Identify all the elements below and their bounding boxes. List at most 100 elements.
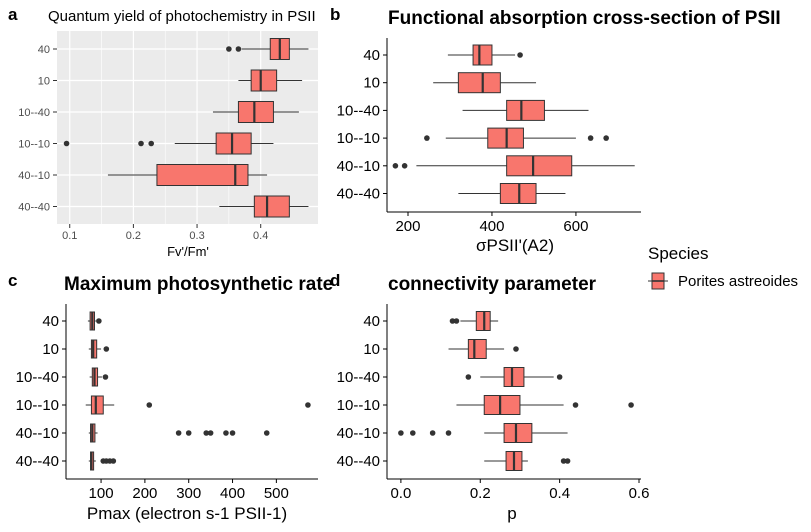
panel-a: a Quantum yield of photochemistry in PSI… [8, 5, 318, 259]
panel-c-title: Maximum photosynthetic rate [64, 274, 333, 295]
box-10--10 [85, 395, 311, 415]
y-tick-label: 40--40 [337, 453, 380, 470]
x-tick-label: 0.6 [629, 485, 650, 502]
box-40--10 [88, 423, 270, 443]
box-40--40 [484, 451, 571, 471]
outlier-point [564, 458, 571, 464]
box-iqr [506, 99, 545, 121]
y-tick-label: 10--40 [337, 102, 380, 119]
panel-c: c Maximum photosynthetic rate Pmax (elec… [8, 271, 333, 523]
x-tick-label: 100 [89, 485, 114, 502]
y-tick-label: 40 [42, 313, 59, 330]
outlier-point [263, 430, 270, 436]
outlier-point [185, 430, 192, 436]
panel-b-title: Functional absorption cross-section of P… [388, 8, 781, 29]
x-tick-label: 200 [395, 218, 420, 235]
outlier-point [513, 346, 519, 352]
y-tick-label: 10--10 [337, 397, 380, 414]
y-tick-label: 40 [363, 313, 380, 330]
y-tick-label: 40--40 [16, 453, 59, 470]
box-iqr [483, 395, 521, 415]
box-40--10 [398, 423, 568, 443]
box-10--40 [212, 101, 299, 123]
outlier-point [203, 430, 210, 436]
outlier-point [235, 46, 242, 52]
box-10 [448, 339, 519, 359]
outlier-point [175, 430, 182, 436]
box-iqr [506, 155, 573, 177]
outlier-point [148, 140, 155, 147]
box-10 [433, 72, 537, 94]
outlier-point [398, 430, 404, 436]
outlier-point [63, 140, 70, 147]
box-10 [238, 69, 303, 92]
x-tick-label: 0.0 [390, 485, 411, 502]
box-40--40 [219, 195, 309, 218]
outlier-point [556, 374, 563, 380]
box-iqr [503, 423, 533, 443]
outlier-point [465, 374, 472, 380]
x-tick-label: 0.4 [253, 230, 268, 242]
box-iqr [503, 367, 525, 387]
x-tick-label: 200 [132, 485, 157, 502]
outlier-point [603, 135, 609, 141]
box-10--10 [424, 127, 609, 149]
box-iqr [156, 164, 249, 186]
outlier-point [572, 402, 579, 408]
outlier-point [409, 430, 416, 436]
outlier-point [449, 318, 456, 324]
x-tick-label: 400 [479, 218, 504, 235]
box-10--10 [63, 132, 274, 155]
box-iqr [90, 395, 104, 415]
panel-a-title: Quantum yield of photochemistry in PSII [48, 8, 316, 25]
x-tick-label: 400 [220, 485, 245, 502]
panel-letter-c: c [8, 271, 17, 290]
legend: Species Porites astreoides [648, 244, 798, 290]
box-40 [87, 311, 102, 331]
box-40 [447, 44, 523, 66]
y-tick-label: 10--40 [18, 107, 50, 119]
box-40--40 [88, 451, 117, 471]
panel-a-x-axis-label: Fv'/Fm' [167, 244, 209, 259]
x-tick-label: 0.4 [549, 485, 570, 502]
x-tick-label: 0.2 [470, 485, 491, 502]
box-iqr [237, 101, 274, 123]
y-tick-label: 10 [42, 341, 59, 358]
outlier-point [392, 163, 399, 169]
box-40--40 [458, 183, 566, 204]
box-40--10 [107, 164, 268, 186]
panel-d-title: connectivity parameter [388, 274, 597, 295]
panel-letter-a: a [8, 5, 18, 24]
panel-d-x-axis-label: p [507, 504, 516, 523]
y-tick-label: 40--10 [18, 170, 50, 182]
outlier-point [207, 430, 214, 436]
y-tick-label: 10--40 [16, 369, 59, 386]
outlier-point [517, 52, 523, 58]
y-tick-label: 10 [363, 341, 380, 358]
legend-item-label: Porites astreoides [678, 273, 798, 290]
box-10--40 [465, 367, 563, 387]
x-tick-label: 0.2 [126, 230, 141, 242]
outlier-point [103, 346, 110, 352]
outlier-point [226, 46, 232, 52]
x-tick-label: 0.3 [189, 230, 204, 242]
panel-c-x-axis-label: Pmax (electron s-1 PSII-1) [87, 504, 287, 523]
panel-b-x-axis-label: σPSII'(A2) [476, 236, 554, 255]
x-tick-label: 600 [563, 218, 588, 235]
box-iqr [250, 69, 278, 92]
y-tick-label: 10--10 [16, 397, 59, 414]
y-tick-label: 40 [38, 44, 50, 56]
box-iqr [457, 72, 501, 94]
outlier-point [401, 163, 408, 169]
box-iqr [472, 44, 493, 66]
box-iqr [467, 339, 487, 359]
x-tick-label: 300 [176, 485, 201, 502]
outlier-point [560, 458, 567, 464]
outlier-point [628, 402, 634, 408]
outlier-point [223, 430, 229, 436]
box-40--10 [392, 155, 635, 177]
outlier-point [138, 140, 144, 147]
y-tick-label: 10 [38, 76, 50, 88]
panel-b: b Functional absorption cross-section of… [330, 5, 781, 255]
